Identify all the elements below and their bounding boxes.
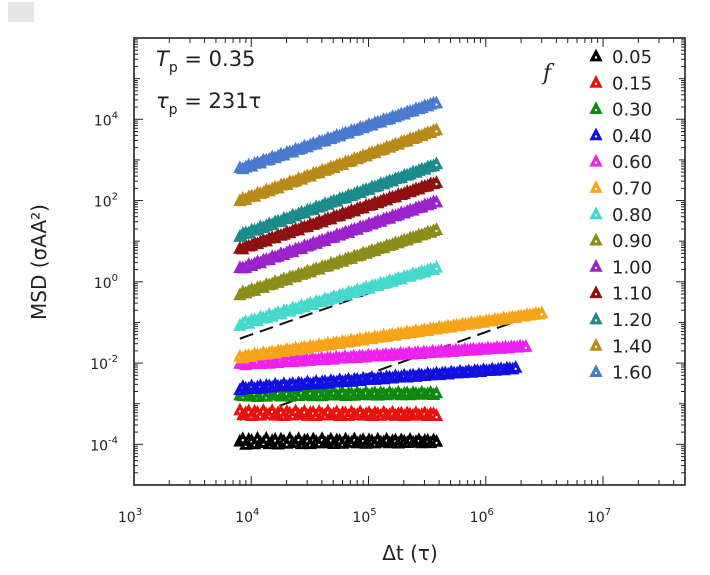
x-tick-label: 106 [470, 507, 494, 526]
marker [429, 194, 444, 208]
series-0.60 [233, 338, 533, 371]
annotation-taup: τp = 231τ [156, 89, 261, 118]
marker [429, 408, 444, 422]
legend-label: 0.15 [612, 73, 652, 94]
y-tick-label: 102 [94, 192, 118, 211]
legend-label: 0.60 [612, 152, 652, 173]
marker [429, 95, 444, 109]
series-0.40 [233, 360, 523, 396]
legend-label: 1.60 [612, 363, 652, 384]
legend-marker-1.10 [589, 285, 603, 299]
x-tick-label: 103 [118, 507, 142, 526]
fit-line [239, 311, 543, 421]
legend-marker-0.70 [589, 180, 603, 193]
legend-marker-0.30 [589, 101, 603, 114]
series-1.20 [233, 156, 444, 242]
marker [429, 222, 444, 235]
marker [429, 385, 444, 399]
legend-label: 1.40 [612, 336, 652, 357]
legend-label: 0.70 [612, 179, 652, 200]
series-1.00 [233, 194, 444, 274]
legend-marker-1.60 [589, 364, 603, 378]
axis-ticks [133, 38, 686, 486]
series-1.40 [233, 122, 444, 207]
series-0.80 [233, 259, 444, 331]
legend-label: 1.20 [612, 310, 652, 331]
series-0.05 [233, 430, 444, 450]
y-tick-label: 104 [94, 110, 118, 129]
legend-marker-1.20 [589, 311, 603, 325]
corner-placeholder [8, 2, 34, 22]
x-tick-label: 104 [235, 507, 259, 526]
legend-label: 1.00 [612, 257, 652, 278]
y-axis-title: MSD (σAA²) [27, 204, 51, 320]
legend-marker-0.15 [589, 74, 603, 88]
y-tick-label: 100 [94, 273, 118, 292]
legend-label: 0.30 [612, 100, 652, 121]
legend-label: 0.40 [612, 126, 652, 147]
series-0.15 [233, 402, 444, 422]
legend: 0.05 0.15 0.30 0.40 0.60 0.70 0.80 0.90 1.00 1.10… [589, 47, 652, 384]
tick-labels: 103 104 105 106 107 10-4 10-2 100 102 104 [90, 110, 611, 526]
marker [429, 122, 444, 136]
marker [519, 339, 533, 352]
series-0.90 [233, 222, 444, 301]
legend-label: 0.80 [612, 205, 652, 226]
marker [429, 156, 444, 170]
x-tick-label: 105 [352, 507, 376, 526]
legend-marker-0.40 [589, 127, 603, 141]
legend-marker-0.80 [589, 206, 603, 220]
marker [429, 259, 444, 273]
data-markers [233, 95, 549, 450]
marker [429, 175, 444, 188]
legend-label: 1.10 [612, 284, 652, 305]
legend-title: f [541, 61, 555, 86]
marker [429, 434, 444, 447]
series-1.60 [233, 95, 444, 175]
legend-marker-0.60 [589, 153, 603, 167]
y-tick-label: 10-4 [90, 435, 118, 454]
legend-label: 0.05 [612, 47, 652, 68]
marker [535, 305, 549, 319]
series-0.70 [233, 305, 549, 364]
legend-marker-1.00 [589, 259, 603, 272]
legend-marker-0.05 [589, 48, 603, 62]
plot-frame [133, 37, 686, 486]
x-tick-label: 107 [587, 507, 611, 526]
y-tick-label: 10-2 [90, 354, 118, 373]
legend-marker-1.40 [589, 337, 603, 351]
marker [509, 360, 523, 373]
annotation-tp: Tp = 0.35 [156, 47, 255, 76]
legend-label: 0.90 [612, 231, 652, 252]
x-axis-title: Δt (τ) [382, 541, 438, 565]
legend-marker-0.90 [589, 232, 603, 246]
series-1.10 [233, 175, 444, 255]
